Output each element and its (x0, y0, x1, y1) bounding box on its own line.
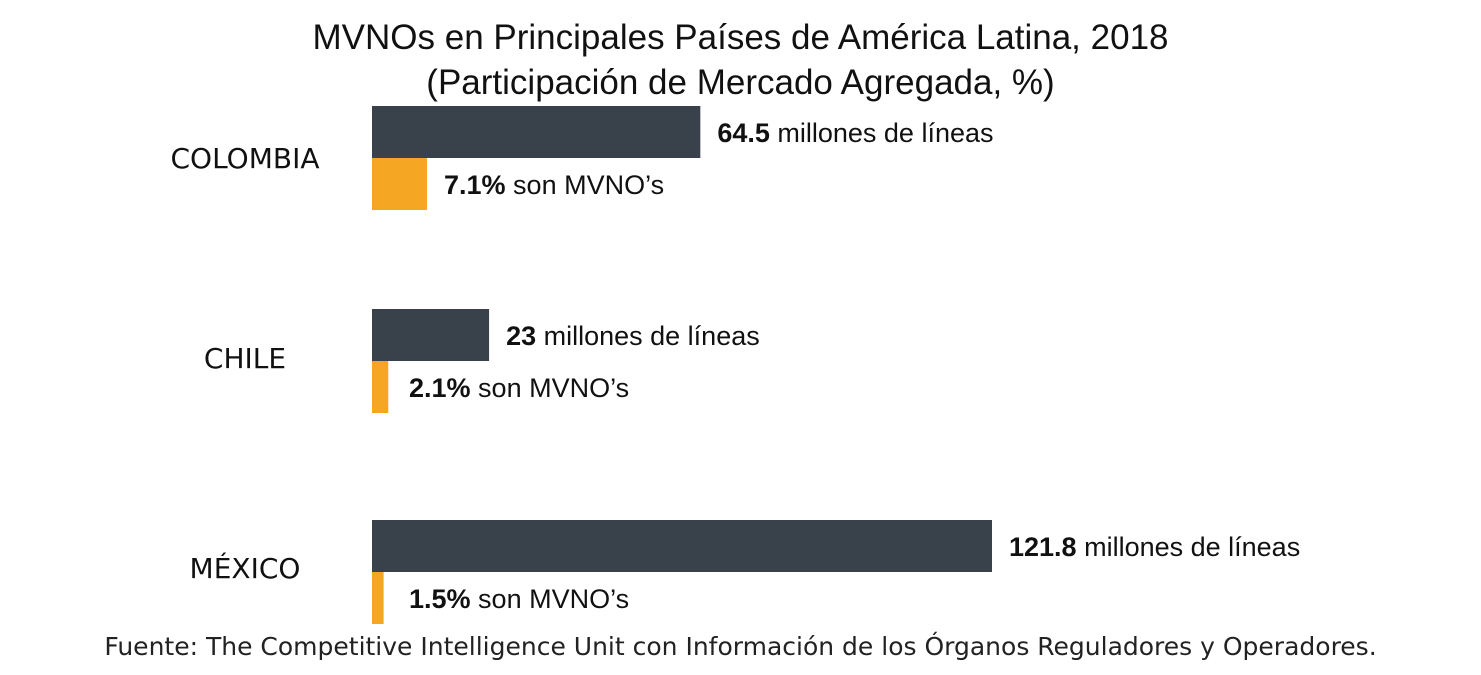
total-lines-bar (372, 106, 701, 158)
category-label: MÉXICO (190, 551, 301, 585)
mvno-share-bar (372, 572, 384, 624)
total-lines-unit: millones de líneas (536, 321, 760, 351)
total-lines-bar (372, 520, 992, 572)
mvno-share-unit: son MVNO’s (471, 584, 630, 614)
total-lines-value: 121.8 (1009, 532, 1077, 562)
mvno-share-label: 2.1% son MVNO’s (409, 373, 629, 403)
mvno-share-unit: son MVNO’s (471, 373, 630, 403)
mvno-share-unit: son MVNO’s (506, 170, 665, 200)
total-lines-value: 23 (506, 321, 536, 351)
total-lines-label: 23 millones de líneas (506, 321, 760, 351)
mvno-share-value: 1.5% (409, 584, 471, 614)
total-lines-unit: millones de líneas (770, 118, 994, 148)
mvno-share-label: 7.1% son MVNO’s (444, 170, 664, 200)
chart-subtitle: (Participación de Mercado Agregada, %) (426, 63, 1055, 102)
total-lines-unit: millones de líneas (1077, 532, 1301, 562)
mvno-share-bar (372, 158, 427, 210)
mvno-share-label: 1.5% son MVNO’s (409, 584, 629, 614)
category-label: CHILE (204, 342, 286, 375)
total-lines-label: 121.8 millones de líneas (1009, 532, 1300, 562)
chart-title: MVNOs en Principales Países de América L… (312, 18, 1169, 57)
mvno-share-bar (372, 361, 389, 413)
mvno-share-value: 7.1% (444, 170, 506, 200)
source-footnote: Fuente: The Competitive Intelligence Uni… (104, 632, 1377, 661)
category-label: COLOMBIA (170, 142, 319, 175)
mvno-share-value: 2.1% (409, 373, 471, 403)
total-lines-value: 64.5 (717, 118, 770, 148)
total-lines-label: 64.5 millones de líneas (717, 118, 993, 148)
total-lines-bar (372, 309, 490, 361)
